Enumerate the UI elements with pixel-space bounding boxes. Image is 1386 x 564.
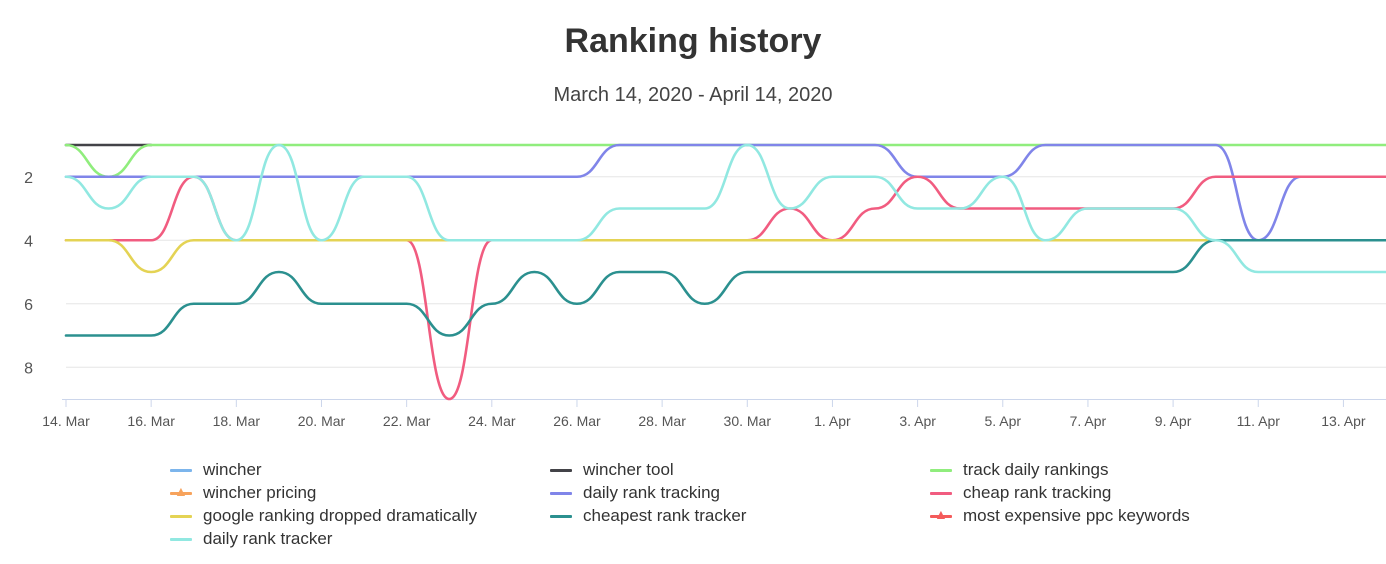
legend-label: wincher tool: [583, 459, 674, 479]
legend-label: google ranking dropped dramatically: [203, 505, 478, 525]
legend-item[interactable]: wincher: [170, 458, 550, 481]
line-swatch-icon: [170, 463, 194, 477]
series-line-track-daily-rankings: [64, 143, 1386, 179]
x-tick-label: 9. Apr: [1155, 413, 1192, 429]
x-tick-label: 3. Apr: [899, 413, 936, 429]
line-swatch-icon: [550, 463, 574, 477]
legend-label: wincher pricing: [203, 482, 317, 502]
legend-label: wincher: [203, 459, 262, 479]
x-tick-label: 30. Mar: [724, 413, 772, 429]
x-tick-label: 20. Mar: [298, 413, 346, 429]
x-tick-label: 24. Mar: [468, 413, 516, 429]
triangle-marker-icon: ▲: [170, 484, 194, 500]
legend-label: daily rank tracker: [203, 528, 333, 548]
line-swatch-icon: [930, 463, 954, 477]
legend-item[interactable]: daily rank tracking: [550, 481, 930, 504]
chart-subtitle: March 14, 2020 - April 14, 2020: [553, 84, 833, 106]
y-tick-label: 8: [24, 360, 33, 377]
x-tick-label: 22. Mar: [383, 413, 431, 429]
y-tick-label: 2: [24, 170, 33, 187]
legend-item[interactable]: ▲ most expensive ppc keywords: [930, 504, 1320, 527]
line-swatch-icon: [930, 486, 954, 500]
legend-label: cheap rank tracking: [963, 482, 1112, 502]
x-tick-label: 14. Mar: [42, 413, 90, 429]
chart-legend: wincher wincher tool track daily rankings ▲…: [170, 458, 1320, 550]
series-line-google-ranking-dropped-dramatically: [64, 238, 1386, 274]
x-tick-label: 5. Apr: [984, 413, 1021, 429]
legend-item[interactable]: cheap rank tracking: [930, 481, 1320, 504]
x-tick-label: 18. Mar: [213, 413, 261, 429]
x-tick-label: 1. Apr: [814, 413, 851, 429]
plot-area: 2 4 6 8 14. Mar 16. Mar 18. Mar 20. Mar 22. Mar 2…: [24, 143, 1386, 429]
legend-item[interactable]: ▲ wincher pricing: [170, 481, 550, 504]
x-tick-label: 13. Apr: [1321, 413, 1366, 429]
legend-item[interactable]: cheapest rank tracker: [550, 504, 930, 527]
line-swatch-icon: [170, 509, 194, 523]
y-tick-label: 4: [24, 233, 33, 250]
y-tick-label: 6: [24, 297, 33, 314]
series-line-cheapest-rank-tracker: [64, 238, 1386, 337]
x-tick-label: 11. Apr: [1237, 413, 1281, 429]
legend-item[interactable]: daily rank tracker: [170, 527, 550, 550]
legend-item[interactable]: wincher tool: [550, 458, 930, 481]
triangle-marker-icon: ▲: [930, 507, 954, 523]
legend-label: track daily rankings: [963, 459, 1109, 479]
line-swatch-icon: [550, 509, 574, 523]
x-tick-label: 28. Mar: [638, 413, 686, 429]
x-tick-label: 26. Mar: [553, 413, 601, 429]
series-line-daily-rank-tracker: [64, 143, 1386, 274]
line-swatch-icon: [170, 532, 194, 546]
x-tick-label: 7. Apr: [1070, 413, 1107, 429]
chart-title: Ranking history: [564, 22, 822, 60]
legend-item[interactable]: track daily rankings: [930, 458, 1320, 481]
legend-item[interactable]: google ranking dropped dramatically: [170, 504, 550, 527]
legend-label: daily rank tracking: [583, 482, 721, 502]
legend-label: most expensive ppc keywords: [963, 505, 1190, 525]
series-line-daily-rank-tracking: [64, 143, 1386, 242]
x-tick-label: 16. Mar: [127, 413, 175, 429]
line-swatch-icon: [550, 486, 574, 500]
legend-label: cheapest rank tracker: [583, 505, 747, 525]
